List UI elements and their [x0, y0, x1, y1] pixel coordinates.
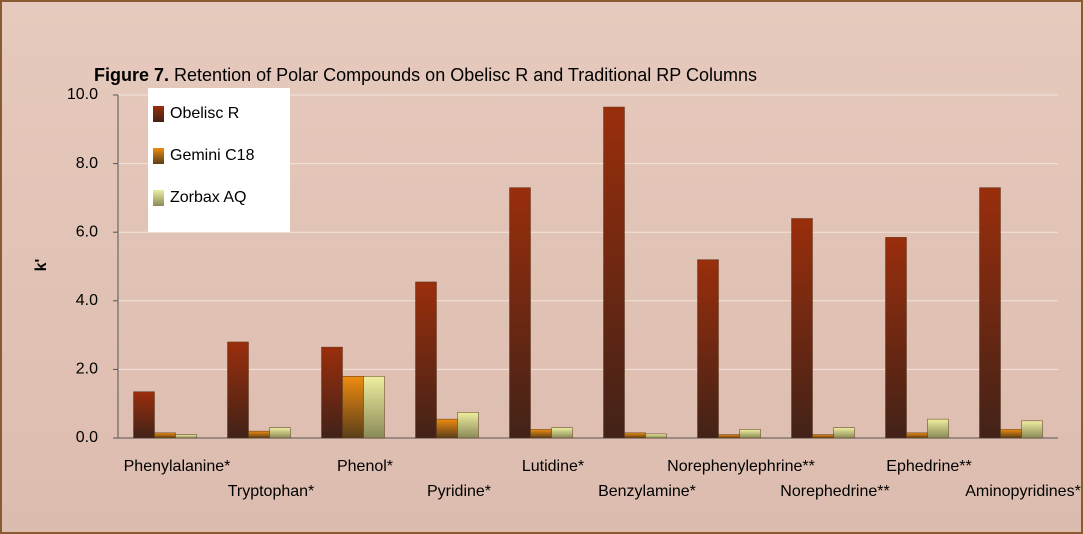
x-tick-label: Lutidine* — [522, 458, 584, 475]
bar — [509, 187, 531, 439]
legend-box — [148, 88, 290, 232]
legend-label: Obelisc R — [170, 105, 239, 122]
bar — [457, 412, 479, 439]
bar — [269, 427, 291, 439]
bar — [415, 281, 437, 439]
bar — [927, 418, 949, 439]
bar — [739, 429, 761, 439]
bar — [906, 432, 928, 439]
bar — [791, 218, 813, 439]
bar — [530, 429, 552, 439]
x-tick-label: Benzylamine* — [598, 483, 696, 500]
bar — [363, 376, 385, 439]
y-tick-label: 10.0 — [67, 86, 98, 103]
x-tick-label: Pyridine* — [427, 483, 491, 500]
legend: Obelisc R Gemini C18 Zorbax AQ — [148, 88, 290, 232]
x-tick-label: Phenol* — [337, 458, 393, 475]
bar — [624, 432, 646, 439]
y-tick-label: 8.0 — [76, 155, 98, 172]
bar — [885, 237, 907, 439]
chart-title: Figure 7. Retention of Polar Compounds o… — [94, 65, 757, 85]
bar — [551, 427, 573, 439]
x-tick-label: Ephedrine** — [886, 458, 971, 475]
y-tick-label: 6.0 — [76, 223, 98, 240]
bar — [227, 341, 249, 439]
legend-label: Gemini C18 — [170, 147, 255, 164]
title-text: Retention of Polar Compounds on Obelisc … — [174, 65, 757, 85]
bar — [833, 427, 855, 439]
bar — [321, 346, 343, 439]
x-tick-label: Phenylalanine* — [124, 458, 231, 475]
y-axis-label: k' — [33, 259, 50, 272]
bar — [603, 106, 625, 439]
x-tick-label: Aminopyridines* — [965, 483, 1081, 500]
bar — [154, 432, 176, 439]
bar — [697, 259, 719, 439]
bar — [979, 187, 1001, 439]
y-tick-label: 0.0 — [76, 429, 98, 446]
bar — [1000, 429, 1022, 439]
bar — [175, 434, 197, 439]
legend-swatch — [153, 106, 164, 122]
title-label: Figure 7. — [94, 65, 169, 85]
legend-swatch — [153, 190, 164, 206]
bar — [342, 376, 364, 439]
x-tick-label: Norephenylephrine** — [667, 458, 815, 475]
bar — [133, 391, 155, 439]
bar — [1021, 420, 1043, 439]
legend-swatch — [153, 148, 164, 164]
bar — [645, 433, 667, 439]
legend-label: Zorbax AQ — [170, 189, 246, 206]
y-tick-label: 2.0 — [76, 361, 98, 378]
x-tick-label: Norephedrine** — [780, 483, 889, 500]
bar — [248, 430, 270, 439]
x-tick-label: Tryptophan* — [228, 483, 315, 500]
bar — [812, 434, 834, 439]
bar — [436, 418, 458, 439]
bar — [718, 434, 740, 439]
y-tick-label: 4.0 — [76, 292, 98, 309]
